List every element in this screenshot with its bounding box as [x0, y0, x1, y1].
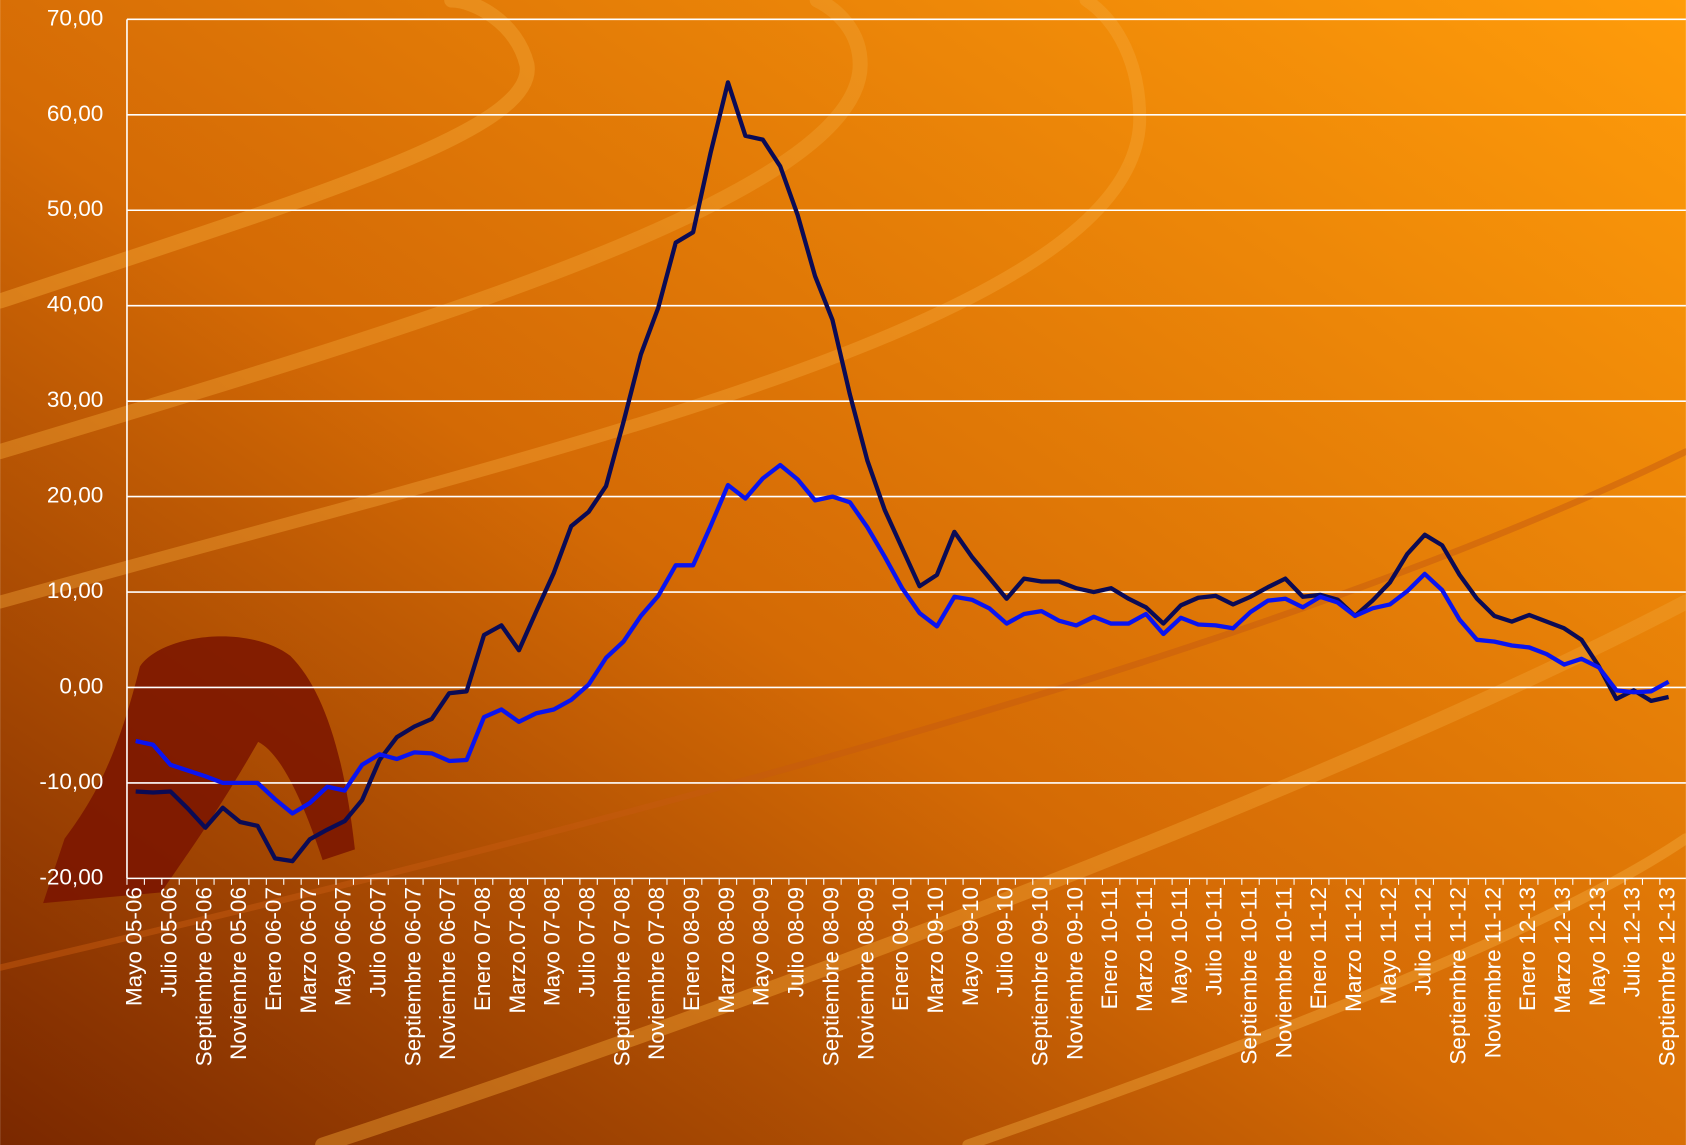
x-tick-label: Mayo 06-07	[331, 887, 356, 1006]
x-tick-label: Julio 07-08	[575, 887, 600, 997]
y-tick-label: -10,00	[39, 769, 103, 794]
x-tick-label: Septiembre 07-08	[609, 887, 634, 1066]
series-line	[135, 462, 1670, 816]
y-tick-label: 20,00	[47, 483, 103, 508]
x-tick-label: Septiembre 11-12	[1446, 887, 1471, 1065]
x-tick-label: Noviembre 07-08	[644, 887, 669, 1060]
x-tick-label: Julio 09-10	[993, 887, 1018, 997]
x-tick-label: Enero 12-13	[1515, 887, 1540, 1011]
x-tick-label: Enero 10-11	[1097, 887, 1122, 1010]
x-tick-label: Mayo 10-11	[1167, 887, 1192, 1004]
x-tick-label: Septiembre 10-11	[1236, 887, 1261, 1065]
x-tick-label: Noviembre 06-07	[435, 887, 460, 1060]
x-tick-label: Marzo 08-09	[714, 887, 739, 1014]
y-tick-label: 10,00	[47, 578, 103, 603]
x-tick-label: Mayo 11-12	[1376, 887, 1401, 1004]
x-tick-label: Marzo 11-12	[1341, 887, 1366, 1012]
x-tick-label: Enero 07-08	[470, 887, 495, 1011]
x-tick-label: Julio 11-12	[1411, 887, 1436, 996]
x-tick-label: Julio 08-09	[784, 887, 809, 997]
x-tick-label: Mayo 09-10	[958, 887, 983, 1006]
x-tick-label: Septiembre 09-10	[1027, 887, 1052, 1066]
y-tick-label: 60,00	[47, 101, 103, 126]
x-tick-label: Enero 11-12	[1306, 887, 1331, 1010]
runner-silhouette	[43, 636, 355, 904]
x-tick-label: Julio 10-11	[1202, 887, 1227, 996]
series-line	[135, 80, 1670, 864]
x-tick-label: Julio 12-13	[1620, 887, 1645, 997]
x-tick-label: Mayo 12-13	[1585, 887, 1610, 1006]
y-tick-label: 70,00	[47, 5, 103, 30]
x-tick-label: Marzo 06-07	[296, 887, 321, 1014]
x-tick-label: Noviembre 09-10	[1062, 887, 1087, 1060]
x-tick-label: Noviembre 11-12	[1480, 887, 1505, 1058]
x-tick-label: Septiembre 05-06	[191, 887, 216, 1066]
x-tick-label: Mayo 08-09	[749, 887, 774, 1006]
x-tick-label: Enero 09-10	[888, 887, 913, 1011]
x-tick-label: Marzo 12-13	[1550, 887, 1575, 1014]
x-tick-label: Septiembre 06-07	[400, 887, 425, 1066]
x-tick-label: Septiembre 08-09	[818, 887, 843, 1066]
x-tick-label: Mayo 05-06	[122, 887, 147, 1006]
x-tick-label: Marzo 09-10	[923, 887, 948, 1014]
x-tick-label: Septiembre 12-13	[1655, 887, 1680, 1066]
y-tick-label: -20,00	[39, 864, 103, 889]
x-tick-label: Noviembre 08-09	[853, 887, 878, 1060]
x-tick-label: Noviembre 10-11	[1271, 887, 1296, 1058]
x-tick-label: Marzo.07-08	[505, 887, 530, 1014]
x-tick-label: Mayo 07-08	[540, 887, 565, 1006]
y-tick-label: 50,00	[47, 196, 103, 221]
y-tick-label: 40,00	[47, 292, 103, 317]
y-tick-label: 0,00	[59, 673, 103, 698]
x-tick-label: Julio 06-07	[366, 887, 391, 997]
y-tick-label: 30,00	[47, 387, 103, 412]
x-tick-label: Julio 05-06	[156, 887, 181, 997]
x-tick-label: Enero 06-07	[261, 887, 286, 1011]
x-tick-label: Marzo 10-11	[1132, 887, 1157, 1012]
x-tick-label: Enero 08-09	[679, 887, 704, 1011]
x-tick-label: Noviembre 05-06	[226, 887, 251, 1060]
